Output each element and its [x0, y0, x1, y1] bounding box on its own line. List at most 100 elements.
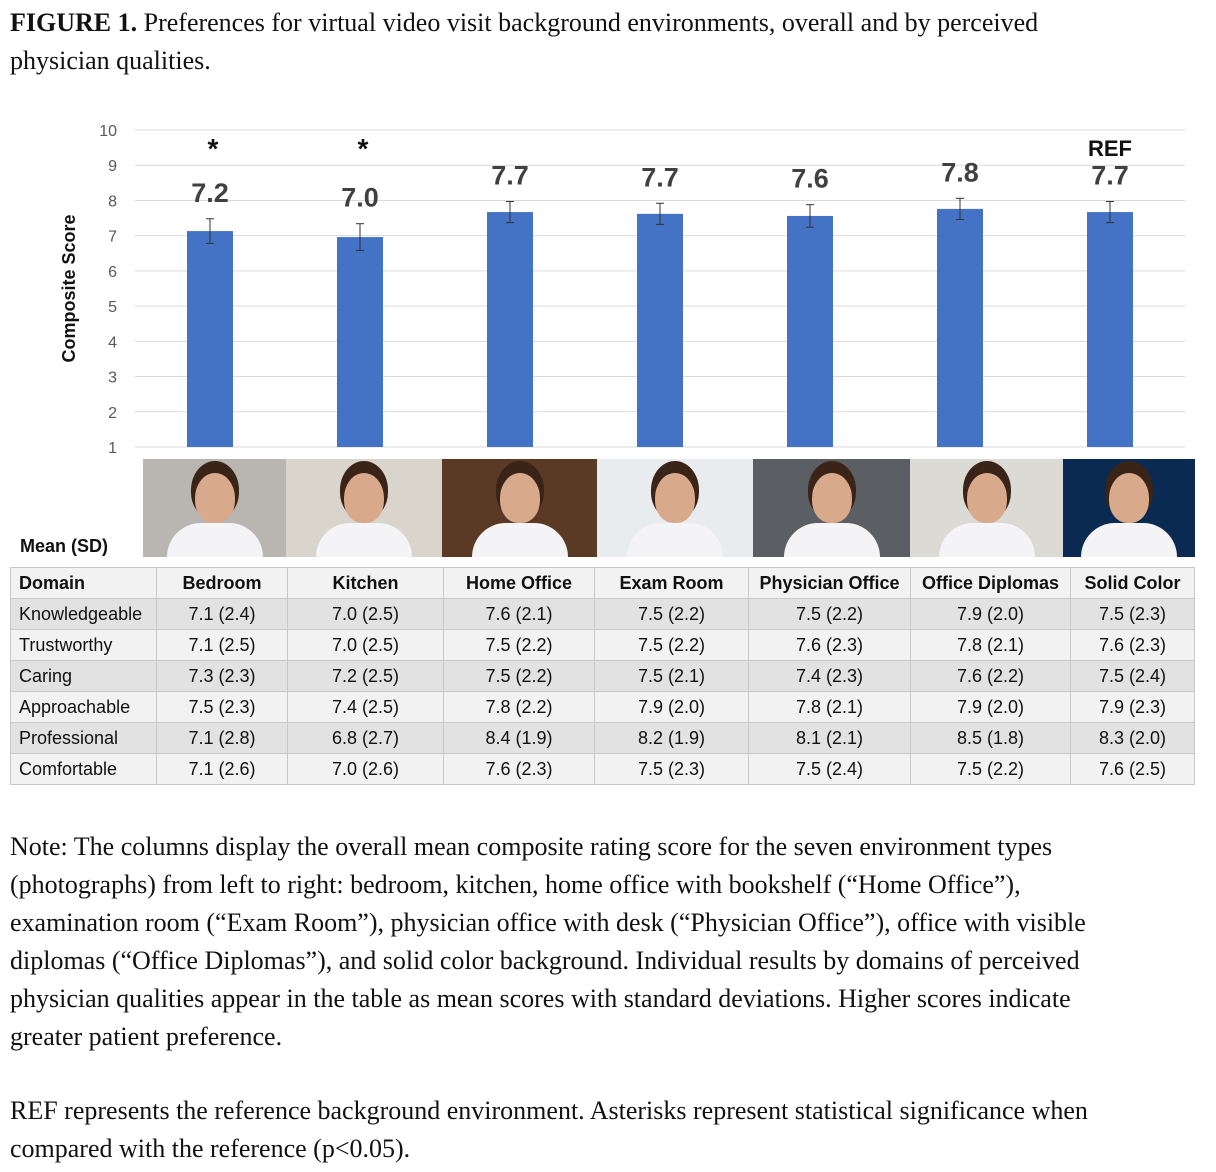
photo-office-diplomas: [910, 459, 1063, 557]
bar-kitchen: [337, 237, 383, 447]
score-cell: 7.6 (2.2): [910, 660, 1071, 692]
physician-coat-icon: [166, 523, 263, 557]
score-cell: 7.6 (2.3): [443, 753, 595, 785]
score-cell: 8.5 (1.8): [910, 722, 1071, 754]
y-tick-label: 2: [108, 405, 117, 422]
table-row: Caring 7.3 (2.3) 7.2 (2.5) 7.5 (2.2) 7.5 (2.…: [10, 660, 1195, 692]
column-header: Office Diplomas: [910, 567, 1071, 599]
score-cell: 7.0 (2.5): [287, 629, 444, 661]
data-label: 7.0: [341, 183, 379, 213]
score-cell: 8.2 (1.9): [594, 722, 749, 754]
score-cell: 8.4 (1.9): [443, 722, 595, 754]
physician-face-icon: [1109, 473, 1149, 523]
score-cell: 7.8 (2.2): [443, 691, 595, 723]
photo-exam-room: [597, 459, 753, 557]
score-cell: 7.9 (2.0): [910, 598, 1071, 630]
y-tick-label: 7: [108, 229, 117, 246]
physician-face-icon: [194, 473, 235, 523]
y-tick-label: 6: [108, 264, 117, 281]
bar-office-diplomas: [937, 208, 983, 447]
figure-label: FIGURE 1.: [10, 8, 138, 37]
score-cell: 7.5 (2.3): [1070, 598, 1195, 630]
y-tick-label: 4: [108, 334, 117, 351]
data-label: 7.8: [941, 157, 979, 187]
table-row: Approachable 7.5 (2.3) 7.4 (2.5) 7.8 (2.2) 7…: [10, 691, 1195, 723]
background-photos: [143, 459, 1195, 557]
bar-chart: 1 2 3 4 5 6 7 8 9 10 Composite Score 7.2 * 7.0 * 7.7 7.7…: [59, 123, 1185, 457]
significance-asterisk: *: [208, 133, 219, 164]
score-cell: 7.4 (2.5): [287, 691, 444, 723]
score-cell: 7.5 (2.2): [443, 660, 595, 692]
domain-cell: Comfortable: [10, 753, 157, 785]
column-header: Solid Color: [1070, 567, 1195, 599]
figure-title: FIGURE 1. Preferences for virtual video …: [10, 4, 1110, 80]
column-header: Kitchen: [287, 567, 444, 599]
score-cell: 7.5 (2.2): [594, 598, 749, 630]
score-cell: 7.9 (2.3): [1070, 691, 1195, 723]
figure-note: Note: The columns display the overall me…: [10, 832, 1086, 1051]
photo-solid-color: [1063, 459, 1195, 557]
score-cell: 7.5 (2.3): [156, 691, 288, 723]
table-row: Knowledgeable 7.1 (2.4) 7.0 (2.5) 7.6 (2.1)…: [10, 598, 1195, 630]
physician-face-icon: [655, 473, 695, 523]
y-tick-label: 10: [99, 123, 117, 140]
score-cell: 7.8 (2.1): [748, 691, 911, 723]
data-label: 7.7: [641, 162, 679, 192]
bar-bedroom: [187, 231, 233, 447]
significance-asterisk: *: [358, 133, 369, 164]
score-cell: 7.1 (2.4): [156, 598, 288, 630]
score-cell: 7.5 (2.1): [594, 660, 749, 692]
physician-coat-icon: [783, 523, 880, 557]
table-row: Trustworthy 7.1 (2.5) 7.0 (2.5) 7.5 (2.2) 7.…: [10, 629, 1195, 661]
score-cell: 7.5 (2.2): [443, 629, 595, 661]
photo-home-office: [442, 459, 597, 557]
score-cell: 7.1 (2.8): [156, 722, 288, 754]
score-cell: 7.6 (2.3): [1070, 629, 1195, 661]
physician-coat-icon: [471, 523, 568, 557]
physician-face-icon: [966, 473, 1007, 523]
bar-home-office: [487, 212, 533, 447]
y-axis-label: Composite Score: [59, 214, 79, 362]
column-header: Exam Room: [594, 567, 749, 599]
table-row: Professional 7.1 (2.8) 6.8 (2.7) 8.4 (1.9) 8…: [10, 722, 1195, 754]
score-cell: 7.6 (2.3): [748, 629, 911, 661]
score-cell: 7.3 (2.3): [156, 660, 288, 692]
score-cell: 7.9 (2.0): [910, 691, 1071, 723]
data-label: 7.7: [491, 161, 529, 191]
score-cell: 7.0 (2.6): [287, 753, 444, 785]
y-tick-label: 8: [108, 193, 117, 210]
table-caption: Mean (SD): [20, 536, 109, 556]
score-cell: 7.8 (2.1): [910, 629, 1071, 661]
score-cell: 8.3 (2.0): [1070, 722, 1195, 754]
domain-table: Domain Bedroom Kitchen Home Office Exam Room…: [10, 567, 1195, 785]
score-cell: 7.5 (2.2): [748, 598, 911, 630]
y-tick-label: 9: [108, 158, 117, 175]
physician-face-icon: [811, 473, 852, 523]
score-cell: 7.5 (2.4): [748, 753, 911, 785]
photo-bedroom: [143, 459, 286, 557]
score-cell: 7.5 (2.2): [910, 753, 1071, 785]
physician-coat-icon: [316, 523, 412, 557]
domain-cell: Knowledgeable: [10, 598, 157, 630]
score-cell: 7.5 (2.2): [594, 629, 749, 661]
score-cell: 7.1 (2.5): [156, 629, 288, 661]
physician-coat-icon: [938, 523, 1035, 557]
domain-cell: Professional: [10, 722, 157, 754]
physician-coat-icon: [1081, 523, 1177, 557]
bar-exam-room: [637, 213, 683, 447]
score-cell: 7.1 (2.6): [156, 753, 288, 785]
column-header: Domain: [10, 567, 157, 599]
figure-note-ref: REF represents the reference background …: [10, 1096, 1088, 1163]
score-cell: 7.9 (2.0): [594, 691, 749, 723]
score-cell: 7.2 (2.5): [287, 660, 444, 692]
physician-face-icon: [344, 473, 384, 523]
physician-face-icon: [499, 473, 540, 523]
score-cell: 7.0 (2.5): [287, 598, 444, 630]
bar-solid-color: [1087, 212, 1133, 447]
bar-physician-office: [787, 215, 833, 447]
physician-coat-icon: [627, 523, 723, 557]
y-tick-label: 1: [108, 440, 117, 457]
figure-title-text: Preferences for virtual video visit back…: [10, 8, 1039, 75]
domain-cell: Approachable: [10, 691, 157, 723]
data-label: 7.6: [791, 164, 829, 194]
